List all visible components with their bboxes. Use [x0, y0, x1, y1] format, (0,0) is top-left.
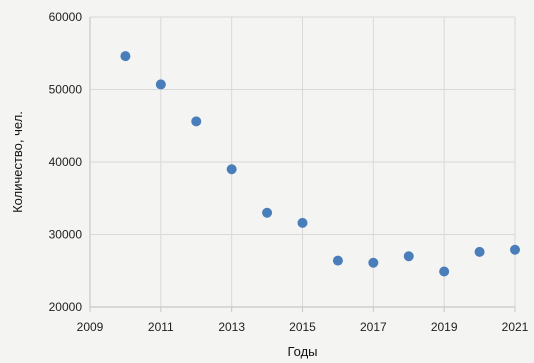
data-point: [403, 251, 414, 262]
data-point: [155, 79, 166, 90]
x-tick-label: 2013: [218, 320, 245, 334]
y-tick-label: 60000: [49, 10, 83, 24]
data-point: [262, 207, 273, 218]
data-point: [474, 246, 485, 257]
data-point: [191, 116, 202, 127]
x-tick-label: 2017: [360, 320, 387, 334]
x-axis-title: Годы: [287, 344, 317, 359]
y-tick-label: 50000: [49, 83, 83, 97]
data-point: [368, 257, 379, 268]
x-tick-label: 2011: [148, 320, 174, 334]
data-points-layer: [120, 51, 520, 277]
x-tick-label: 2019: [431, 320, 458, 334]
data-point: [510, 244, 520, 255]
data-point: [297, 217, 308, 228]
x-tick-label: 2009: [77, 320, 104, 334]
y-axis-title: Количество, чел.: [10, 111, 25, 213]
data-point: [226, 164, 237, 175]
y-tick-label: 40000: [49, 155, 83, 169]
y-tick-label: 30000: [49, 228, 83, 242]
x-tick-label: 2015: [289, 320, 316, 334]
axis-layer: [89, 17, 516, 312]
data-point: [332, 255, 343, 266]
data-point: [439, 266, 450, 277]
x-tick-label: 2021: [502, 320, 529, 334]
grid-layer: [90, 16, 516, 307]
data-point: [120, 51, 131, 62]
y-tick-label: 20000: [49, 300, 83, 314]
tick-label-layer: 20000 30000 40000 50000 60000 2009 2011 2013 201…: [49, 10, 529, 334]
